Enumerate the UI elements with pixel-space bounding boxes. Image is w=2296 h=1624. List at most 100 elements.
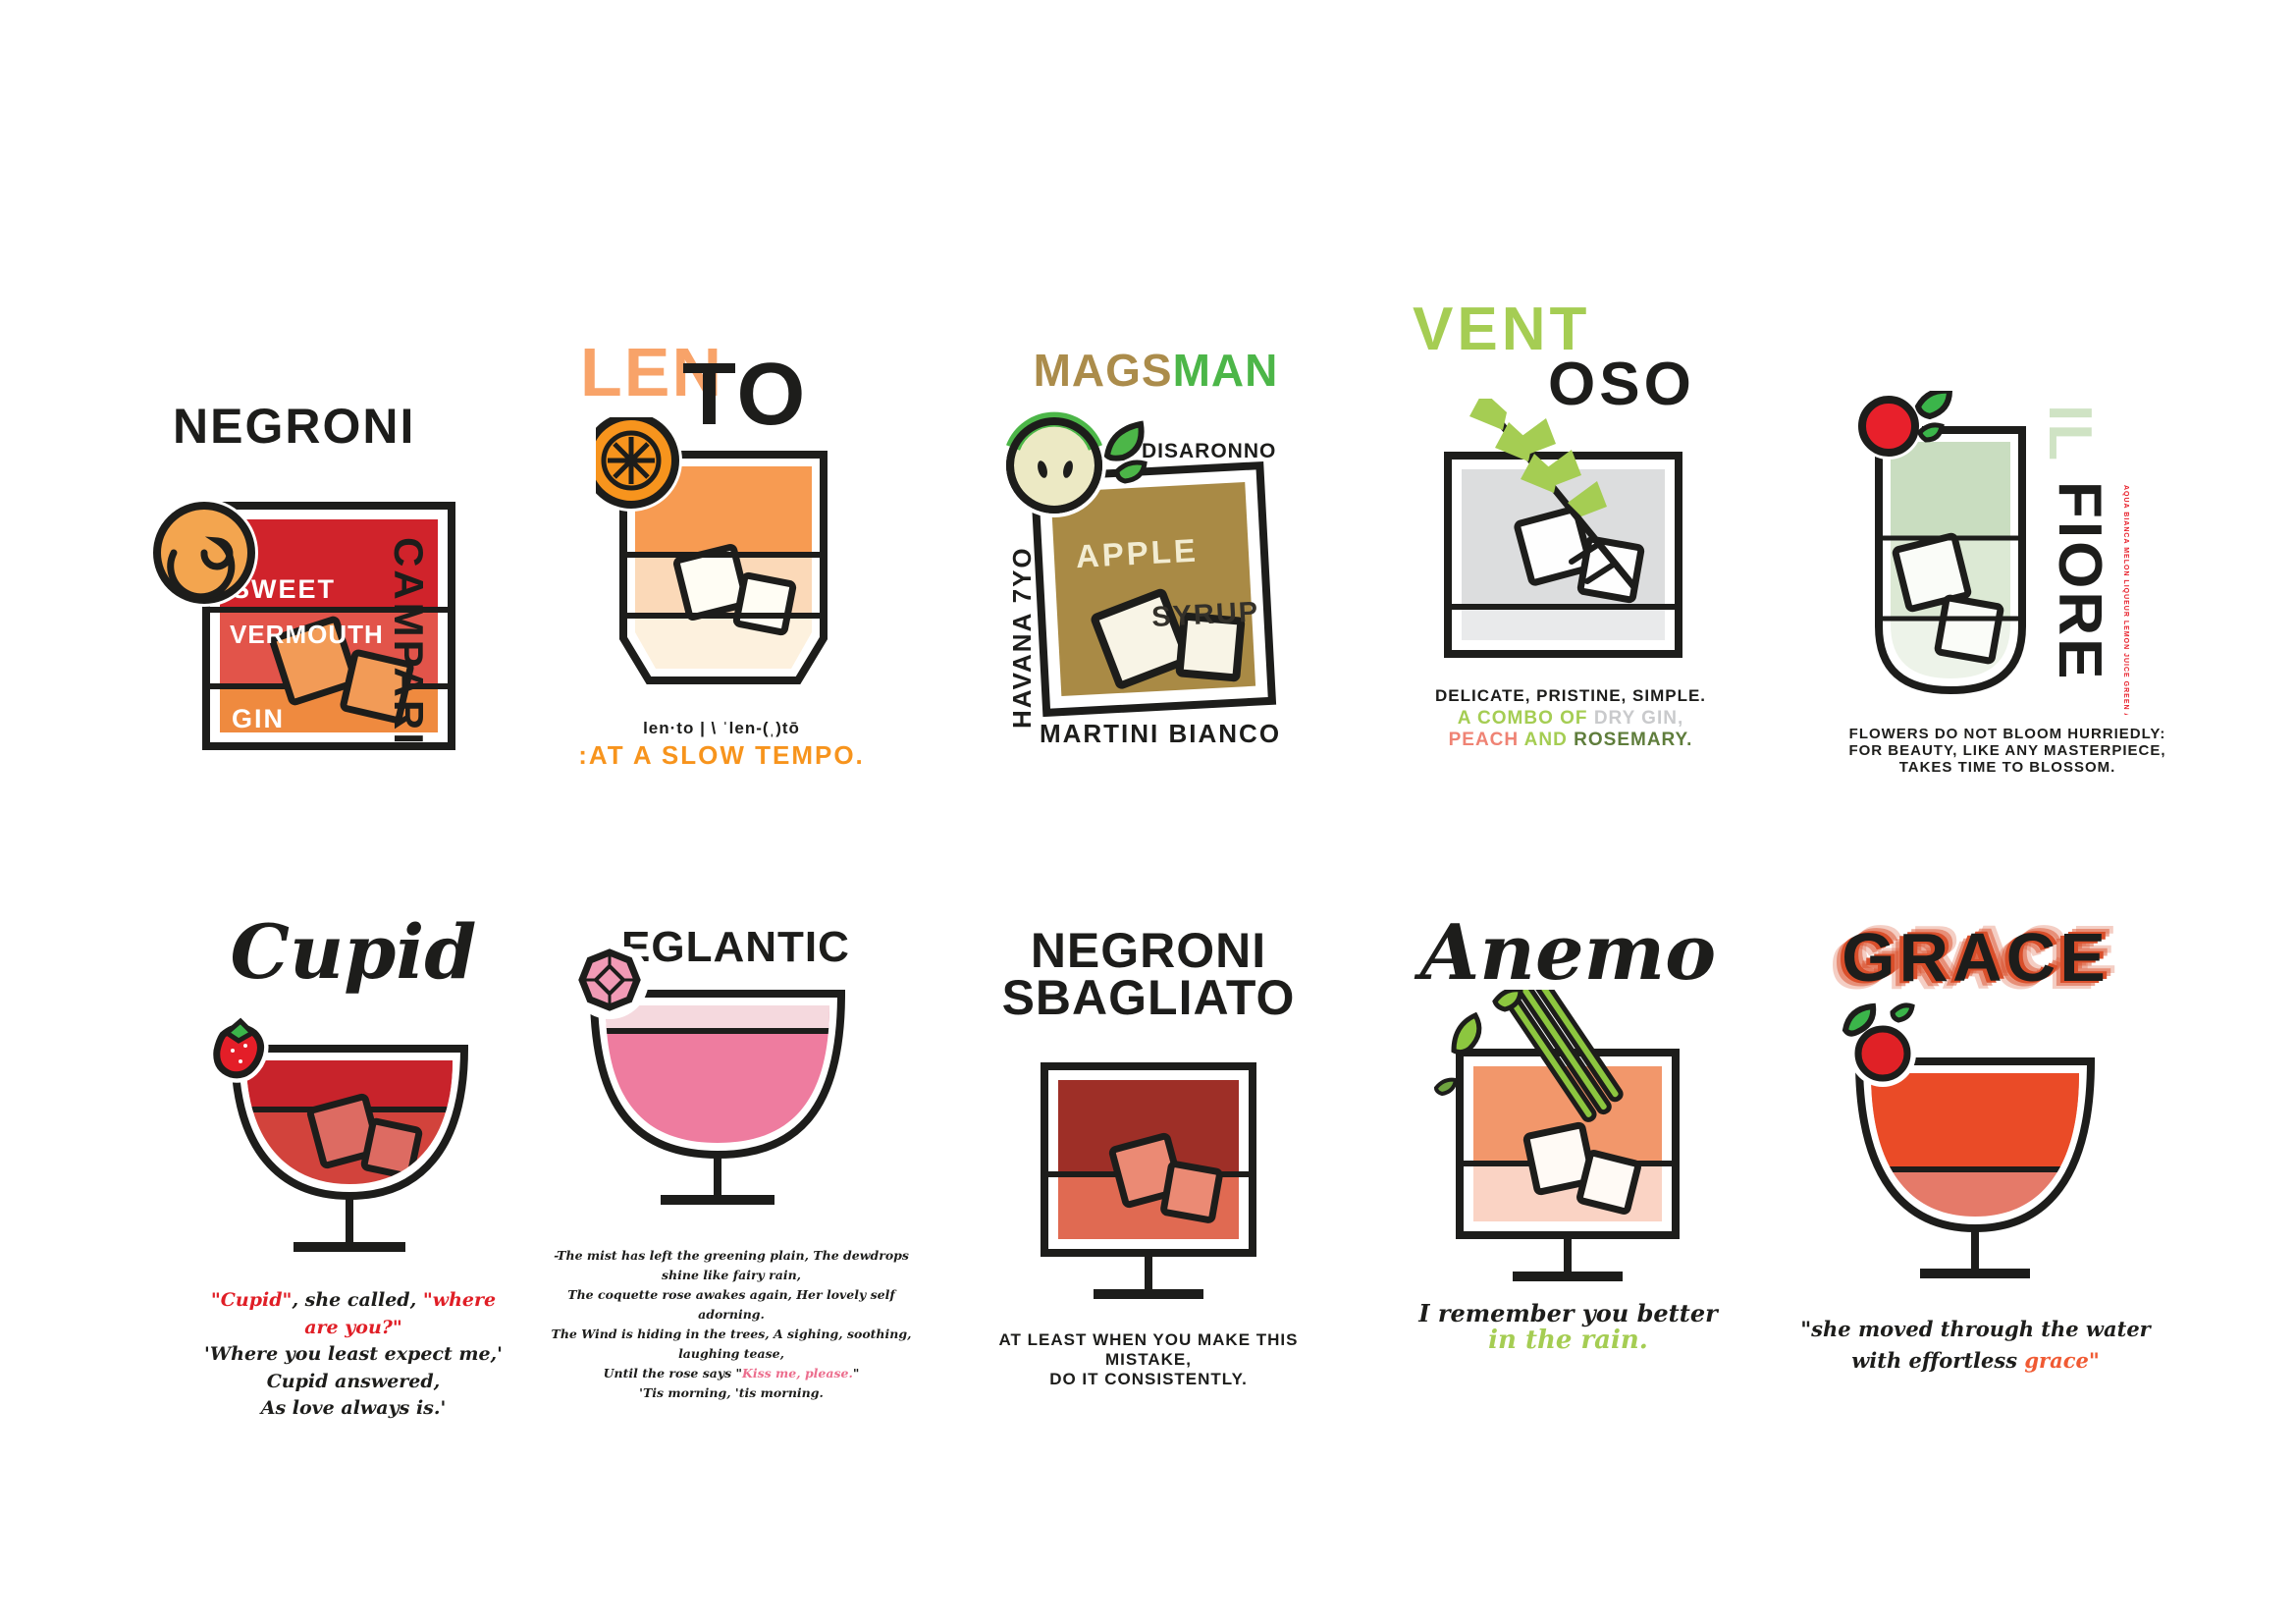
cherry-icon [1842,1002,1916,1087]
grace-title: GRACE [1842,919,2109,996]
magsman-glass-illustration: APPLE SYRUP DISARONNO HAVANA 7YO MARTINI… [1002,411,1281,748]
anemo-title: Anemo [1419,908,1717,998]
caption-line: "she moved through the water [1800,1317,2151,1341]
lento-title-accent: LEN [580,334,723,410]
card-cupid: Cupid "Cupid", she called, "where are yo… [191,908,515,1423]
apple-slice-icon [1002,411,1106,517]
caption-gray-text: DRY GIN, [1593,708,1684,729]
grace-glass-illustration [1842,1002,2096,1278]
anemo-glass-illustration [1433,975,1680,1281]
rosemary-sprig-icon [1469,391,1638,591]
lento-caption: len·to | \ ˈlen-(ˌ)tō :AT A SLOW TEMPO. [574,719,869,771]
ilfiore-title-accent: IL [2036,405,2104,462]
layer-top [1891,442,2010,538]
ilfiore-glass-illustration: IL FIORE AQUA BIANCA MELON LIQUEUR LEMON… [1855,387,2129,773]
strawberry-icon [208,1017,269,1083]
sbagliato-glass-illustration [1041,1062,1256,1299]
caption-accent-text: grace" [2024,1347,2100,1373]
caption-black-text: with effortless [1851,1347,2025,1373]
ice-cube-icon [1522,1121,1597,1196]
caption-line: I remember you better [1418,1299,1718,1327]
caption-line: As love always is.' [260,1397,447,1420]
card-negroni: NEGRONI SWEET VERMOUTH GIN CAMPARI [147,398,560,770]
ice-cube-icon [1160,1161,1223,1223]
caption-line: PEACH AND ROSEMARY. [1409,730,1733,751]
side-label: CAMPARI [386,537,432,747]
caption-line: 'Where you least expect me,' Cupid answe… [204,1343,503,1392]
caption-line: DELICATE, PRISTINE, SIMPLE. [1434,686,1707,705]
layer-top [606,1005,829,1031]
glass: APPLE SYRUP [1030,460,1277,718]
ventoso-title-rest: OSO [1548,351,1695,418]
card-magsman: MAGSMAN APPLE SYRUP DISARONNO HAVANA 7YO… [991,344,1320,760]
definition: :AT A SLOW TEMPO. [578,740,865,770]
lemongrass-stalks-icon [1433,975,1624,1122]
negroni-glass-illustration: SWEET VERMOUTH GIN CAMPARI [150,499,455,750]
inner-label-syrup: SYRUP [1150,596,1259,633]
sbagliato-caption: AT LEAST WHEN YOU MAKE THIS MISTAKE, DO … [982,1330,1315,1389]
layer-top [1871,1073,2079,1169]
eglantic-glass-illustration [570,941,846,1205]
poem-line: 'Tis morning, 'tis morning. [639,1385,824,1400]
eglantic-title: EGLANTIC [621,923,850,971]
card-sbagliato: NEGRONI SBAGLIATO AT LEAST WHEN YOU MAKE… [982,923,1315,1389]
ice-cube-icon [1175,612,1246,682]
sbagliato-title-line2: SBAGLIATO [1001,969,1296,1025]
gem-icon [570,941,649,1019]
ice-cube-icon [1091,588,1192,689]
ice-cube-icon [732,571,797,636]
lento-title: LEN TO [574,319,879,444]
caption-coral-text: PEACH [1448,730,1520,750]
ice-cube-icon [269,616,359,706]
grace-caption: "she moved through the water with effort… [1796,1314,2155,1376]
orange-peel-icon [150,499,258,607]
ventoso-title-accent: VENT [1413,296,1591,363]
ice-cube-icon [360,1117,423,1180]
caption-black-text: , she called, [292,1289,423,1311]
ice-cube-icon [1892,532,1972,613]
caption-red-text: "where are you?" [304,1289,497,1338]
ventoso-title: VENT OSO [1409,295,1742,418]
card-anemo: Anemo I remember you better in the rain. [1399,908,1737,1355]
cupid-caption: "Cupid", she called, "where are you?" 'W… [191,1287,515,1423]
card-eglantic: EGLANTIC -The mist has left the greening… [535,923,928,1403]
caption-line: DO IT CONSISTENTLY. [1049,1370,1248,1388]
inner-label-apple: APPLE [1075,532,1200,574]
card-ventoso: VENT OSO DELICATE, PRISTINE, SIMPLE. A C… [1409,295,1742,751]
poem-line: The Wind is hiding in the trees, A sighi… [551,1326,912,1361]
ilfiore-caption: FLOWERS DO NOT BLOOM HURRIEDLY: FOR BEAU… [1845,726,2169,776]
sbagliato-title-line1: NEGRONI [1030,923,1267,978]
poem-black-text: Until the rose says " [603,1366,743,1380]
poem-pink-text: Kiss me, please. [742,1366,853,1380]
card-grace: GRACE "she moved through the water with … [1796,918,2155,1376]
caption-line: in the rain. [1488,1326,1648,1355]
layer2-label: VERMOUTH [230,620,384,649]
caption-line: AT LEAST WHEN YOU MAKE THIS MISTAKE, [998,1330,1299,1369]
poem-line: The coquette rose awakes again, Her love… [567,1287,895,1322]
card-lento: LEN TO len·to | \ ˈlen-(ˌ)tō :AT A SLOW … [574,319,879,771]
magsman-title-rest: MAN [1172,345,1279,396]
poem-line: -The mist has left the greening plain, T… [554,1248,909,1282]
ilfiore-title-rest: FIORE [2046,481,2113,681]
caption-line: FOR BEAUTY, LIKE ANY MASTERPIECE, [1848,742,2166,759]
caption-green-text: AND [1519,730,1575,750]
ingredients-fineprint: AQUA BIANCA MELON LIQUEUR LEMON JUICE GR… [2122,485,2129,715]
cherry-icon [1855,387,1953,460]
card-ilfiore: IL FIORE AQUA BIANCA MELON LIQUEUR LEMON… [1845,387,2169,776]
ice-cube-icon [340,649,414,724]
negroni-title: NEGRONI [173,399,416,454]
poem-line: Until the rose says "Kiss me, please." [535,1364,928,1383]
caption-line: "Cupid", she called, "where are you?" [191,1287,515,1341]
magsman-title-accent: MAGS [1033,345,1173,396]
label-martini-bianco: MARTINI BIANCO [1040,719,1281,748]
caption-line: A COMBO OF DRY GIN, [1409,708,1733,730]
poem-black-text: " [852,1366,860,1380]
caption-olive-text: ROSEMARY. [1574,730,1693,750]
ice-cube-icon [1576,1150,1641,1215]
caption-line: TAKES TIME TO BLOSSOM. [1898,759,2116,776]
sbagliato-title: NEGRONI SBAGLIATO [982,923,1315,1025]
label-havana: HAVANA 7YO [1007,546,1037,729]
ventoso-caption: DELICATE, PRISTINE, SIMPLE. A COMBO OF D… [1409,686,1733,751]
eglantic-poem: -The mist has left the greening plain, T… [535,1246,928,1403]
